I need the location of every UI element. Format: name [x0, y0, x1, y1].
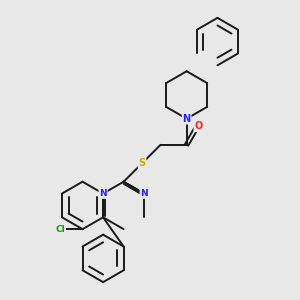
Text: N: N — [99, 189, 107, 198]
Text: O: O — [194, 121, 202, 131]
Text: Cl: Cl — [56, 225, 65, 234]
Text: N: N — [183, 114, 191, 124]
Text: N: N — [140, 189, 148, 198]
Text: S: S — [139, 158, 145, 168]
